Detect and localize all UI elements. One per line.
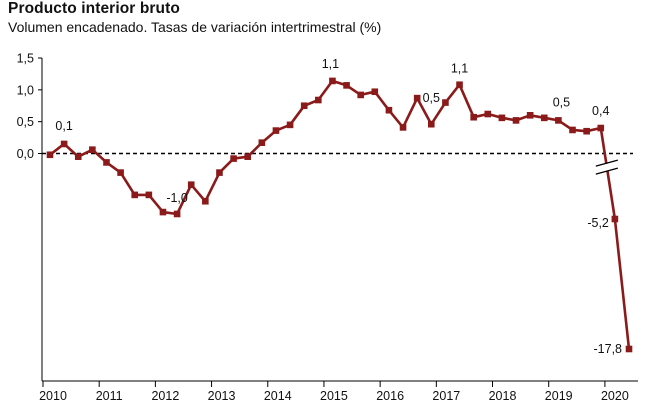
data-point [131,191,139,199]
x-tick-label: 2018 [489,389,517,403]
chart-title: Producto interior bruto [8,0,180,17]
data-point [611,215,619,223]
y-tick-label: 1,5 [17,52,34,66]
x-tick-label: 2015 [320,389,348,403]
data-point [315,96,322,104]
data-label: 0,5 [553,95,570,109]
data-point [498,114,506,122]
data-label: 0,5 [423,91,440,105]
y-tick-label: 1,0 [17,83,34,97]
data-point [427,120,435,128]
axis-break-slash [595,159,618,167]
data-point [202,197,209,205]
data-point [258,139,266,146]
data-point [74,153,82,160]
data-label: -5,2 [587,216,609,230]
data-label: -17,8 [594,342,623,356]
x-tick-label: 2020 [601,389,629,403]
data-point [357,91,364,99]
data-label: 1,1 [322,57,339,71]
data-point [597,124,605,132]
x-tick-label: 2010 [39,389,67,403]
data-point [286,121,294,129]
data-point [145,191,153,199]
y-tick-label: 0,0 [17,147,34,161]
data-point [526,112,534,119]
axis-break-gap [596,163,617,171]
data-point [343,82,350,89]
data-point [371,88,379,96]
y-tick-label: 0,5 [17,115,34,129]
data-label: -1,0 [166,191,188,205]
data-point [244,153,252,160]
data-point [413,94,421,102]
data-label: 0,1 [55,119,72,133]
data-point [470,113,477,121]
data-point [569,126,576,134]
data-point [173,210,181,218]
data-point [272,127,280,134]
x-tick-label: 2011 [96,389,123,403]
data-point [117,169,124,176]
data-point [46,151,54,159]
data-point [540,114,548,122]
data-point [456,81,463,89]
data-point [583,127,590,135]
data-point [187,181,195,188]
data-point [60,140,68,148]
data-point [89,146,96,153]
data-label: 1,1 [451,62,468,76]
x-tick-label: 2019 [545,389,573,403]
x-tick-label: 2017 [432,389,460,403]
data-point [230,155,237,162]
data-point [625,345,633,353]
data-point [399,124,407,131]
data-point [159,208,167,216]
axis-break-slash [595,167,618,175]
x-tick-label: 2012 [151,389,179,403]
data-point [484,110,492,118]
data-point [103,159,110,166]
x-tick-label: 2013 [208,389,236,403]
data-point [300,102,308,110]
data-point [555,117,562,124]
x-tick-label: 2016 [376,389,404,403]
x-tick-label: 2014 [264,389,292,403]
data-point [512,117,520,124]
data-point [385,106,393,114]
data-point [442,99,449,106]
data-point [329,77,336,85]
data-point [216,169,223,176]
chart-subtitle: Volumen encadenado. Tasas de variación i… [8,19,382,35]
data-label: 0,4 [592,104,609,118]
